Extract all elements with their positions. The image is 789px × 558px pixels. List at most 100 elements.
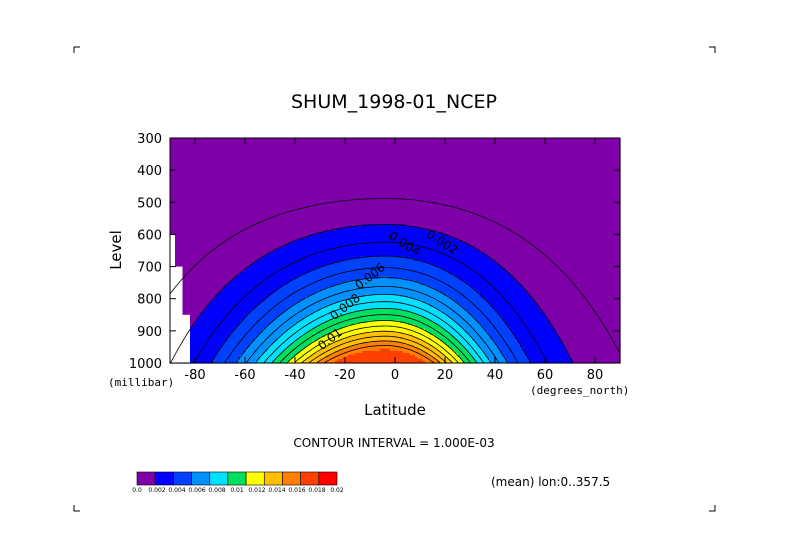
- field-cell: [170, 146, 621, 149]
- field-cell: [295, 340, 314, 344]
- contour-line: [170, 224, 574, 364]
- colorbar-swatch: [245, 471, 265, 486]
- field-cell: [317, 350, 336, 354]
- field-cell: [272, 292, 316, 296]
- field-cell: [290, 326, 316, 330]
- field-cell: [307, 330, 334, 334]
- field-cell: [170, 240, 294, 244]
- field-cell: [345, 226, 419, 230]
- field-cell: [215, 296, 269, 300]
- field-cell: [490, 334, 516, 338]
- field-cell: [225, 284, 284, 288]
- field-cell: [302, 348, 321, 352]
- field-cell: [200, 314, 249, 318]
- field-cell: [515, 336, 561, 340]
- field-cell: [220, 348, 246, 352]
- field-cell: [170, 156, 621, 159]
- field-cell: [547, 316, 621, 320]
- field-cell: [475, 340, 496, 344]
- field-cell: [415, 354, 431, 358]
- field-cell: [535, 300, 621, 304]
- field-cell: [497, 312, 546, 316]
- field-cell: [432, 320, 456, 324]
- crop-mark-bottom-right: [709, 505, 716, 512]
- field-cell: [170, 196, 621, 199]
- field-cell: [292, 342, 311, 346]
- field-cell: [325, 320, 369, 324]
- field-cell: [492, 338, 519, 342]
- field-cell: [335, 340, 371, 344]
- field-cell: [485, 298, 534, 302]
- contour-line: [254, 294, 492, 364]
- colorbar-label: 0.0: [132, 487, 142, 494]
- field-cell: [497, 310, 544, 314]
- field-cell: [310, 328, 339, 332]
- field-cell: [170, 154, 621, 157]
- y-axis-ticks: 300 400 500 600 700 800 900 1000: [129, 132, 620, 372]
- field-cell: [170, 210, 621, 213]
- field-cell: [465, 308, 496, 312]
- field-cell: [275, 290, 319, 294]
- field-cell: [455, 274, 514, 278]
- field-cell: [512, 276, 621, 280]
- field-cell: [405, 332, 431, 336]
- field-cell: [222, 288, 279, 292]
- field-cell: [170, 164, 621, 167]
- field-cell: [170, 278, 234, 282]
- field-cell: [202, 310, 251, 314]
- crop-mark-top-left: [73, 46, 80, 53]
- field-cell: [320, 308, 366, 312]
- field-cell: [287, 308, 321, 312]
- contour-line: [315, 340, 441, 364]
- field-cell: [170, 266, 249, 270]
- field-cell: [532, 298, 621, 302]
- field-cell: [492, 258, 621, 262]
- colorbar-swatch: [136, 471, 156, 486]
- field-cell: [170, 306, 206, 310]
- field-cell: [502, 352, 526, 356]
- field-cell: [505, 320, 551, 324]
- contour-line: [308, 335, 447, 364]
- field-cell: [245, 350, 266, 354]
- field-cell: [302, 334, 326, 338]
- field-cell: [370, 340, 399, 344]
- field-cell: [482, 326, 511, 330]
- field-cell: [500, 350, 526, 354]
- field-cell: [425, 316, 451, 320]
- field-cell: [460, 324, 484, 328]
- field-cell: [522, 286, 621, 290]
- field-cell: [400, 320, 434, 324]
- field-cell: [170, 272, 241, 276]
- field-cell: [337, 358, 424, 362]
- field-cell: [447, 234, 621, 238]
- contour-line: [169, 198, 621, 354]
- colorbar-label: 0.012: [248, 487, 265, 494]
- field-cell: [522, 284, 621, 288]
- x-axis-title: Latitude: [364, 401, 426, 419]
- field-cell: [322, 322, 356, 326]
- mean-lon-label: (mean) lon:0..357.5: [491, 475, 610, 489]
- field-cell: [282, 312, 314, 316]
- field-cell: [495, 260, 621, 264]
- field-cell: [410, 296, 451, 300]
- field-cell: [482, 296, 534, 300]
- colorbar-label: 0.01: [230, 487, 244, 494]
- field-cell: [195, 322, 241, 326]
- field-cell: [235, 328, 264, 332]
- field-cell: [425, 340, 444, 344]
- field-cell: [305, 296, 356, 300]
- field-cell: [227, 336, 256, 340]
- contour-line: [279, 314, 472, 364]
- field-cell: [462, 240, 621, 244]
- field-cell: [472, 286, 524, 290]
- field-cell: [477, 290, 529, 294]
- field-cell: [170, 264, 251, 268]
- field-cell: [170, 200, 621, 203]
- field-cell: [170, 168, 621, 171]
- field-cell: [182, 340, 226, 344]
- y-tick-label: 800: [137, 293, 162, 308]
- field-cell: [170, 310, 204, 314]
- field-cell: [405, 342, 429, 346]
- field-cell: [170, 218, 621, 221]
- field-cell: [267, 348, 286, 352]
